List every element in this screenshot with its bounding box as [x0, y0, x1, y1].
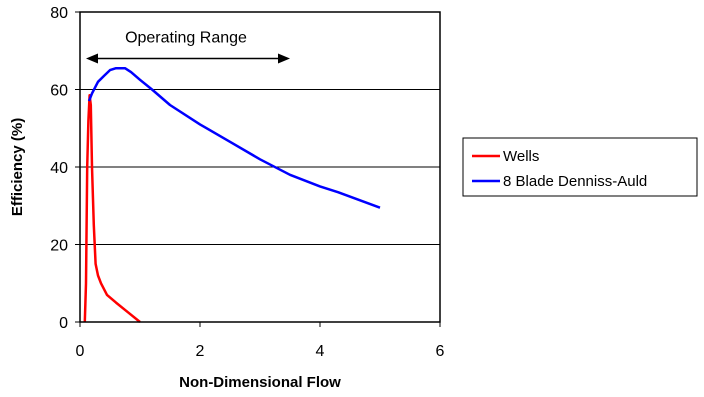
operating-range-arrow-right-head	[278, 53, 290, 64]
x-tick-label: 4	[316, 343, 325, 360]
y-axis-label: Efficiency (%)	[9, 118, 26, 216]
series-line-wells	[83, 94, 141, 323]
x-tick-label: 6	[436, 343, 445, 360]
legend: Wells 8 Blade Denniss-Auld	[462, 137, 698, 197]
x-tick-label: 2	[196, 343, 205, 360]
legend-label-denniss-auld: 8 Blade Denniss-Auld	[503, 173, 647, 190]
legend-box	[462, 137, 698, 197]
y-tick-label: 60	[50, 83, 68, 100]
y-axis: 0 20 40 60 80	[50, 5, 80, 332]
legend-label-wells: Wells	[503, 148, 539, 165]
operating-range-annotation: Operating Range	[86, 30, 290, 64]
y-tick-label: 20	[50, 238, 68, 255]
x-axis: 0 2 4 6	[76, 322, 445, 360]
y-tick-label: 0	[59, 315, 68, 332]
x-tick-label: 0	[76, 343, 85, 360]
series-line-8-blade-denniss-auld	[87, 66, 381, 209]
grid-lines	[80, 89, 440, 245]
y-tick-label: 40	[50, 160, 68, 177]
operating-range-arrow-left-head	[86, 53, 98, 64]
y-tick-label: 80	[50, 5, 68, 22]
x-axis-label: Non-Dimensional Flow	[179, 374, 341, 391]
series-group	[83, 66, 381, 323]
operating-range-label: Operating Range	[125, 30, 247, 47]
